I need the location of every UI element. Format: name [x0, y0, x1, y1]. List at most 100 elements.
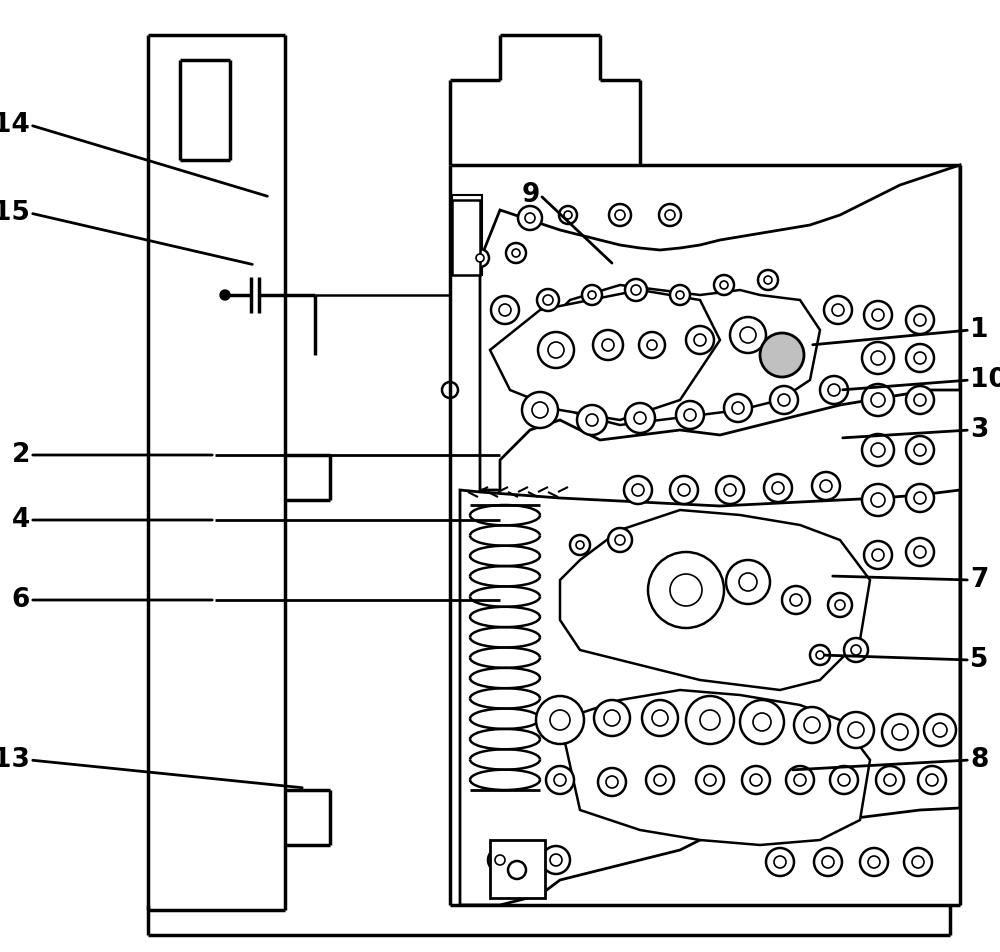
Circle shape: [652, 710, 668, 726]
Circle shape: [615, 210, 625, 220]
Circle shape: [576, 541, 584, 549]
Circle shape: [564, 211, 572, 219]
Circle shape: [810, 645, 830, 665]
Circle shape: [716, 476, 744, 504]
Circle shape: [615, 535, 625, 545]
Circle shape: [906, 538, 934, 566]
Circle shape: [732, 402, 744, 414]
Text: 8: 8: [970, 747, 988, 773]
Bar: [452, 195, 482, 275]
Circle shape: [914, 444, 926, 456]
Text: 1: 1: [970, 317, 988, 343]
Circle shape: [871, 351, 885, 365]
Circle shape: [686, 696, 734, 744]
Circle shape: [794, 774, 806, 786]
Circle shape: [537, 289, 559, 311]
Text: 13: 13: [0, 747, 30, 773]
Bar: [452, 200, 480, 275]
Circle shape: [758, 270, 778, 290]
Circle shape: [862, 342, 894, 374]
Text: 14: 14: [0, 112, 30, 138]
Circle shape: [772, 482, 784, 494]
Circle shape: [678, 484, 690, 496]
Bar: [490, 840, 545, 898]
Circle shape: [739, 573, 757, 591]
Circle shape: [642, 700, 678, 736]
Circle shape: [654, 774, 666, 786]
Circle shape: [872, 549, 884, 561]
Circle shape: [742, 766, 770, 794]
Circle shape: [720, 281, 728, 289]
Circle shape: [624, 476, 652, 504]
Circle shape: [550, 854, 562, 866]
Circle shape: [906, 344, 934, 372]
Circle shape: [512, 249, 520, 257]
Polygon shape: [480, 165, 960, 490]
Circle shape: [495, 855, 505, 865]
Circle shape: [686, 326, 714, 354]
Circle shape: [782, 586, 810, 614]
Circle shape: [631, 285, 641, 295]
Circle shape: [764, 276, 772, 284]
Text: 6: 6: [12, 587, 30, 613]
Circle shape: [824, 296, 852, 324]
Circle shape: [586, 414, 598, 426]
Circle shape: [659, 204, 681, 226]
Circle shape: [518, 206, 542, 230]
Polygon shape: [460, 490, 960, 905]
Circle shape: [838, 774, 850, 786]
Circle shape: [726, 560, 770, 604]
Circle shape: [804, 717, 820, 733]
Circle shape: [670, 476, 698, 504]
Circle shape: [582, 285, 602, 305]
Circle shape: [872, 309, 884, 321]
Circle shape: [609, 204, 631, 226]
Circle shape: [820, 480, 832, 492]
Circle shape: [550, 710, 570, 730]
Polygon shape: [560, 510, 870, 690]
Circle shape: [778, 394, 790, 406]
Circle shape: [844, 638, 868, 662]
Circle shape: [639, 332, 665, 358]
Circle shape: [730, 317, 766, 353]
Circle shape: [862, 384, 894, 416]
Circle shape: [828, 384, 840, 396]
Text: 5: 5: [970, 647, 988, 673]
Circle shape: [646, 766, 674, 794]
Circle shape: [665, 210, 675, 220]
Circle shape: [570, 535, 590, 555]
Circle shape: [906, 386, 934, 414]
Circle shape: [904, 848, 932, 876]
Text: 9: 9: [522, 182, 540, 208]
Circle shape: [914, 394, 926, 406]
Circle shape: [696, 766, 724, 794]
Circle shape: [546, 766, 574, 794]
Circle shape: [906, 484, 934, 512]
Circle shape: [525, 213, 535, 223]
Circle shape: [884, 774, 896, 786]
Circle shape: [670, 285, 690, 305]
Circle shape: [832, 304, 844, 316]
Circle shape: [740, 700, 784, 744]
Circle shape: [871, 493, 885, 507]
Circle shape: [647, 340, 657, 350]
Circle shape: [499, 304, 511, 316]
Circle shape: [648, 552, 724, 628]
Circle shape: [700, 710, 720, 730]
Circle shape: [594, 700, 630, 736]
Circle shape: [862, 484, 894, 516]
Circle shape: [542, 846, 570, 874]
Circle shape: [506, 243, 526, 263]
Circle shape: [774, 856, 786, 868]
Circle shape: [906, 436, 934, 464]
Circle shape: [670, 574, 702, 606]
Circle shape: [764, 474, 792, 502]
Circle shape: [724, 484, 736, 496]
Circle shape: [753, 713, 771, 731]
Circle shape: [476, 254, 484, 262]
Circle shape: [933, 723, 947, 737]
Circle shape: [868, 856, 880, 868]
Circle shape: [912, 856, 924, 868]
Circle shape: [786, 766, 814, 794]
Circle shape: [770, 386, 798, 414]
